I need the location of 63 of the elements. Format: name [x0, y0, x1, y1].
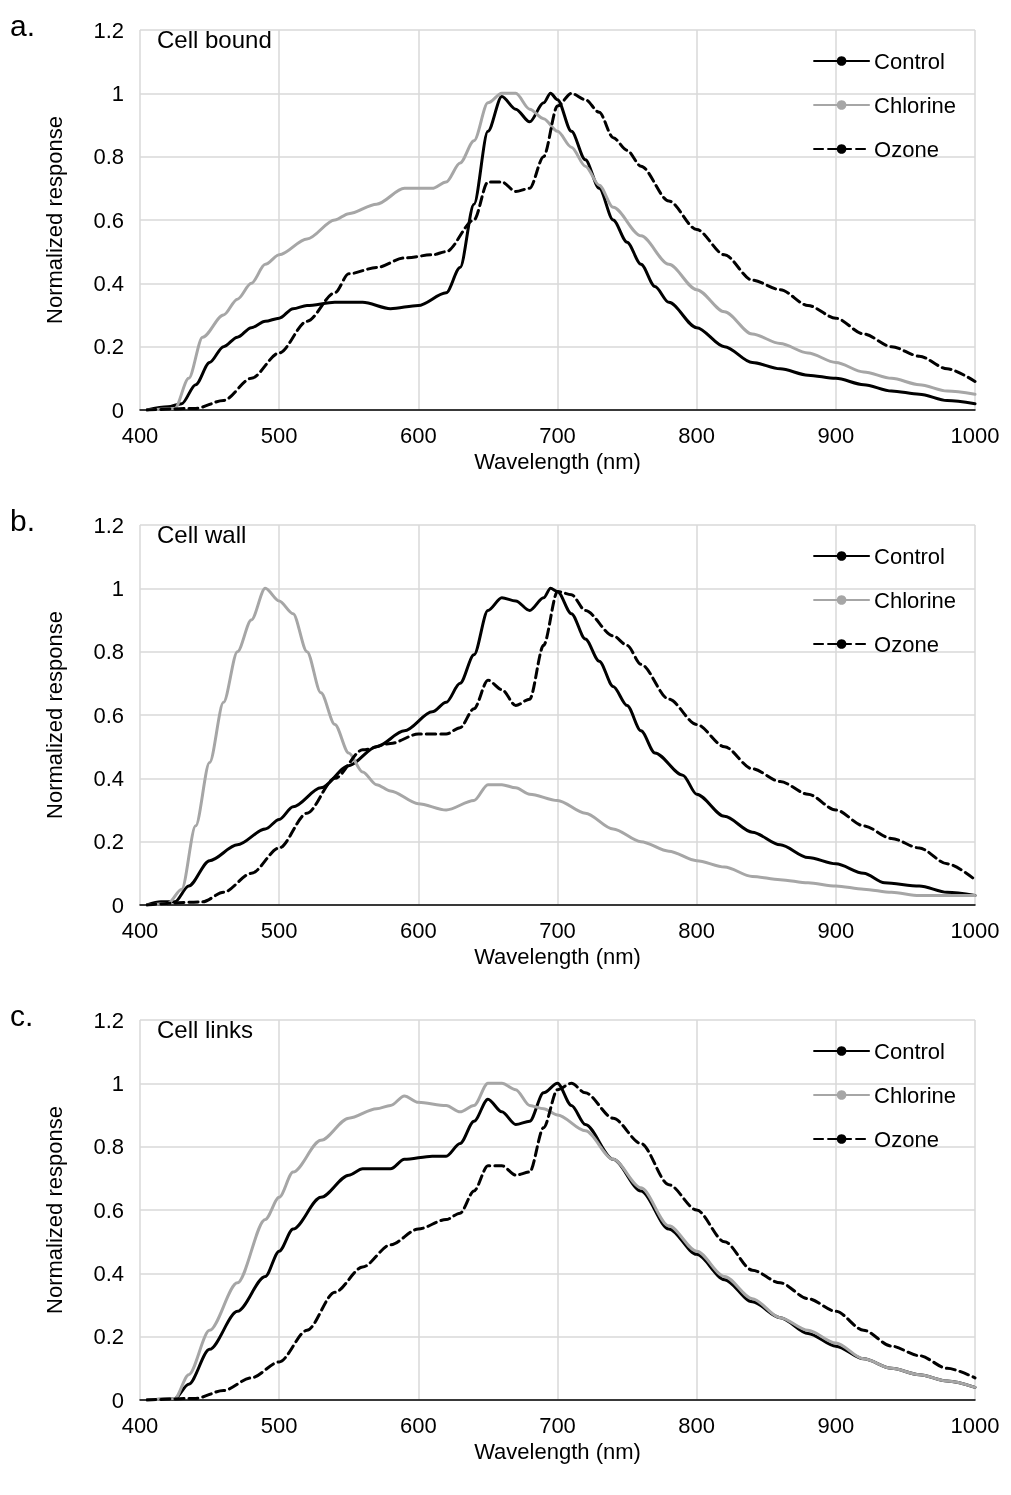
legend-label: Control — [874, 48, 945, 74]
y-tick-label: 0.8 — [93, 144, 124, 170]
x-tick-label: 900 — [817, 422, 855, 448]
y-tick-label: 0.4 — [93, 765, 124, 791]
x-tick-label: 600 — [399, 422, 437, 448]
y-tick-label: 0.8 — [93, 639, 124, 665]
chart-subtitle: Cell bound — [157, 25, 272, 53]
legend-label: Chlorine — [874, 92, 957, 118]
x-tick-label: 800 — [678, 917, 716, 943]
x-tick-label: 800 — [678, 422, 716, 448]
y-tick-label: 0.8 — [93, 1134, 124, 1160]
legend-label: Ozone — [874, 631, 939, 657]
x-tick-label: 1000 — [950, 422, 1000, 448]
chart-title: b. — [10, 503, 36, 537]
y-axis-title: Normalized response — [41, 611, 67, 819]
x-tick-label: 700 — [539, 917, 576, 943]
y-tick-label: 1 — [111, 80, 124, 106]
x-axis-title: Wavelength (nm) — [474, 944, 641, 970]
y-tick-label: 0 — [111, 1387, 124, 1413]
x-tick-label: 400 — [121, 917, 159, 943]
chart-title: c. — [10, 998, 34, 1032]
x-tick-label: 800 — [678, 1412, 716, 1438]
y-axis-title: Normalized response — [41, 1106, 67, 1314]
legend-label: Ozone — [874, 136, 939, 162]
y-tick-label: 0.6 — [93, 1197, 124, 1223]
x-tick-label: 400 — [121, 1412, 159, 1438]
legend-label: Chlorine — [874, 1082, 957, 1108]
y-tick-label: 0.2 — [93, 829, 124, 855]
x-tick-label: 900 — [817, 1412, 855, 1438]
y-tick-label: 0.2 — [93, 1324, 124, 1350]
y-tick-label: 0.4 — [93, 1260, 124, 1286]
y-tick-label: 0.6 — [93, 207, 124, 233]
y-tick-label: 1.2 — [93, 1007, 124, 1033]
chart-title: a. — [10, 8, 36, 42]
x-tick-label: 600 — [399, 917, 437, 943]
y-tick-label: 1 — [111, 1070, 124, 1096]
x-tick-label: 400 — [121, 422, 159, 448]
y-tick-label: 0.6 — [93, 702, 124, 728]
x-axis-title: Wavelength (nm) — [474, 1439, 641, 1465]
legend-label: Control — [874, 1038, 945, 1064]
y-tick-label: 0.4 — [93, 270, 124, 296]
x-tick-label: 600 — [399, 1412, 437, 1438]
chart-subtitle: Cell wall — [157, 520, 247, 548]
y-tick-label: 1.2 — [93, 17, 124, 43]
legend-label: Control — [874, 543, 945, 569]
y-axis-title: Normalized response — [41, 116, 67, 324]
x-axis-title: Wavelength (nm) — [474, 449, 641, 475]
x-tick-label: 500 — [260, 917, 298, 943]
y-tick-label: 1.2 — [93, 512, 124, 538]
y-tick-label: 1 — [111, 575, 124, 601]
legend-label: Ozone — [874, 1126, 939, 1152]
x-tick-label: 1000 — [950, 1412, 1000, 1438]
y-tick-label: 0.2 — [93, 334, 124, 360]
x-tick-label: 900 — [817, 917, 855, 943]
legend-label: Chlorine — [874, 587, 957, 613]
y-tick-label: 0 — [111, 892, 124, 918]
y-tick-label: 0 — [111, 397, 124, 423]
x-tick-label: 700 — [539, 422, 576, 448]
x-tick-label: 1000 — [950, 917, 1000, 943]
chart-subtitle: Cell links — [157, 1015, 254, 1043]
x-tick-label: 500 — [260, 422, 298, 448]
x-tick-label: 500 — [260, 1412, 298, 1438]
x-tick-label: 700 — [539, 1412, 576, 1438]
